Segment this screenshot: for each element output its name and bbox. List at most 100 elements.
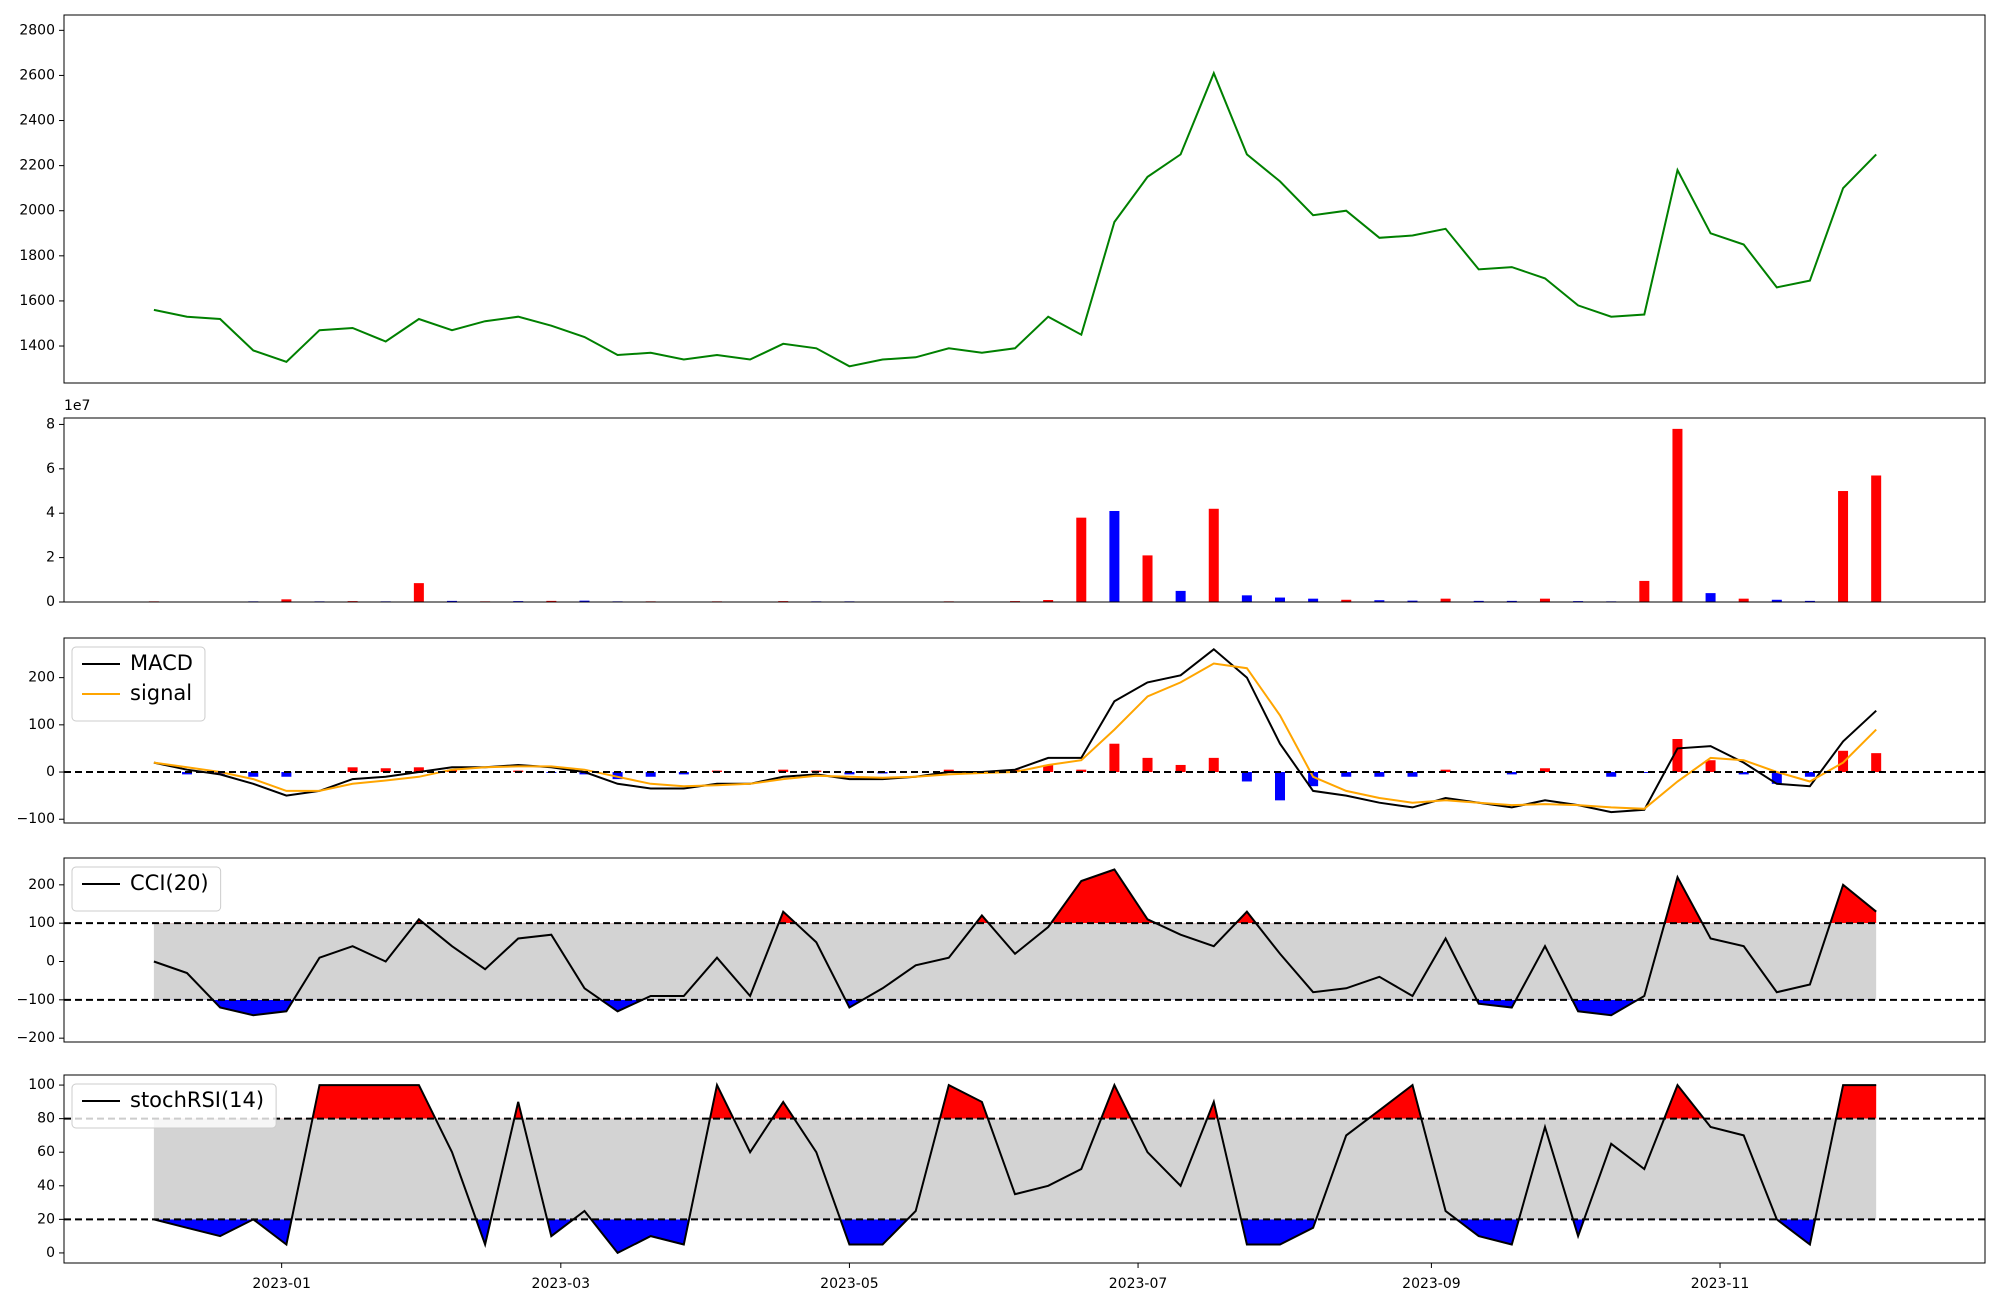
legend-box [71, 1083, 277, 1129]
histogram-bar [1241, 772, 1252, 782]
legend-label: CCI(20) [130, 871, 209, 895]
panel-frame [63, 417, 1986, 603]
histogram-bar [1738, 772, 1749, 775]
panel-frame [63, 857, 1986, 1043]
histogram-bar [1539, 768, 1550, 773]
x-tick-label: 2023-01 [252, 1276, 311, 1292]
series-line [153, 70, 1877, 368]
bar [1639, 580, 1650, 602]
x-tick-label: 2023-05 [820, 1276, 879, 1292]
histogram-bar [347, 767, 358, 773]
series-line [153, 662, 1877, 810]
legend-label: signal [130, 681, 192, 705]
bar [1771, 599, 1782, 602]
histogram-bar [1308, 772, 1319, 787]
histogram-bar [1606, 772, 1617, 777]
histogram-bar [1672, 738, 1683, 773]
histogram-bar [1440, 769, 1451, 773]
bar [1738, 598, 1749, 602]
histogram-bar [645, 772, 656, 777]
bar [1871, 475, 1882, 602]
x-tick-label: 2023-07 [1109, 1276, 1168, 1292]
y-tick-label: 0 [46, 954, 55, 970]
bar [1043, 600, 1054, 602]
histogram-bar [215, 772, 226, 775]
bar [1341, 599, 1352, 602]
histogram-bar [1142, 757, 1153, 773]
y-tick-label: 0 [46, 1245, 55, 1261]
histogram-bar [1275, 772, 1286, 801]
histogram-bar [1076, 769, 1087, 773]
bar [1838, 491, 1849, 602]
series-line [153, 1082, 1877, 1255]
bar [1672, 428, 1683, 602]
y-tick-label: 100 [28, 915, 55, 931]
bar [1705, 593, 1716, 602]
bar [1308, 598, 1319, 602]
y-tick-label: 0 [46, 764, 55, 780]
histogram-bar [1208, 757, 1219, 773]
y-tick-label: 2 [46, 550, 55, 566]
y-tick-label: 2200 [19, 158, 55, 174]
panel-frame [63, 14, 1986, 384]
bar [1175, 590, 1186, 602]
bar [546, 600, 557, 602]
y-tick-label: 100 [28, 1077, 55, 1093]
y-tick-label: 2000 [19, 203, 55, 219]
legend-box [71, 646, 206, 722]
bar [1374, 600, 1385, 602]
bar [1473, 600, 1484, 602]
plot-area [153, 868, 1877, 1017]
series-line [153, 868, 1877, 1017]
bar [1506, 600, 1517, 602]
neutral-band [153, 923, 1877, 1000]
y-tick-label: 200 [28, 670, 55, 686]
bar [1804, 600, 1815, 602]
legend-box [71, 866, 222, 912]
bar [1109, 510, 1120, 602]
bar [1076, 517, 1087, 602]
panel-frame [63, 637, 1986, 824]
y-tick-label: 1400 [19, 338, 55, 354]
histogram-bar [778, 769, 789, 773]
y-tick-label: 80 [37, 1111, 55, 1127]
bar [1208, 508, 1219, 602]
legend-label: stochRSI(14) [130, 1088, 264, 1112]
histogram-bar [1010, 769, 1021, 773]
plot-area [153, 1082, 1877, 1255]
histogram-bar [182, 772, 193, 775]
histogram-bar [1341, 772, 1352, 777]
histogram-bar [678, 772, 689, 775]
histogram-bar [1639, 772, 1650, 773]
bar [413, 583, 424, 602]
y-tick-label: −200 [17, 1030, 55, 1046]
bar [1440, 598, 1451, 602]
histogram-bar [579, 772, 590, 775]
y-tick-label: 0 [46, 594, 55, 610]
histogram-bar [943, 769, 954, 773]
neutral-band [153, 1118, 1877, 1220]
histogram-bar [1407, 772, 1418, 777]
histogram-bar [380, 768, 391, 773]
plot-area [153, 70, 1877, 368]
bar [579, 600, 590, 602]
plot-area [148, 428, 1882, 602]
plot-area [153, 648, 1882, 814]
histogram-bar [413, 767, 424, 773]
y-tick-label: 100 [28, 717, 55, 733]
histogram-bar [1804, 772, 1815, 777]
y-tick-label: 40 [37, 1178, 55, 1194]
histogram-bar [1374, 772, 1385, 777]
y-tick-label: 2400 [19, 113, 55, 129]
y-tick-label: −100 [17, 811, 55, 827]
histogram-bar [1043, 764, 1054, 773]
y-tick-label: 60 [37, 1144, 55, 1160]
bar [1241, 595, 1252, 602]
histogram-bar [1109, 743, 1120, 773]
bar [1275, 597, 1286, 602]
panel-frame [63, 1074, 1986, 1264]
bar [1142, 555, 1153, 602]
y-tick-label: 2800 [19, 22, 55, 38]
histogram-bar [1506, 772, 1517, 775]
